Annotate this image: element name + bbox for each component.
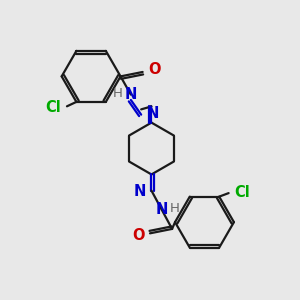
Text: H: H — [113, 87, 123, 100]
Text: O: O — [148, 62, 161, 77]
Text: O: O — [132, 228, 145, 243]
Text: N: N — [156, 202, 168, 217]
Text: N: N — [146, 106, 159, 121]
Text: H: H — [170, 202, 180, 215]
Text: Cl: Cl — [45, 100, 61, 115]
Text: Cl: Cl — [235, 185, 250, 200]
Text: N: N — [125, 87, 137, 102]
Text: N: N — [134, 184, 146, 199]
